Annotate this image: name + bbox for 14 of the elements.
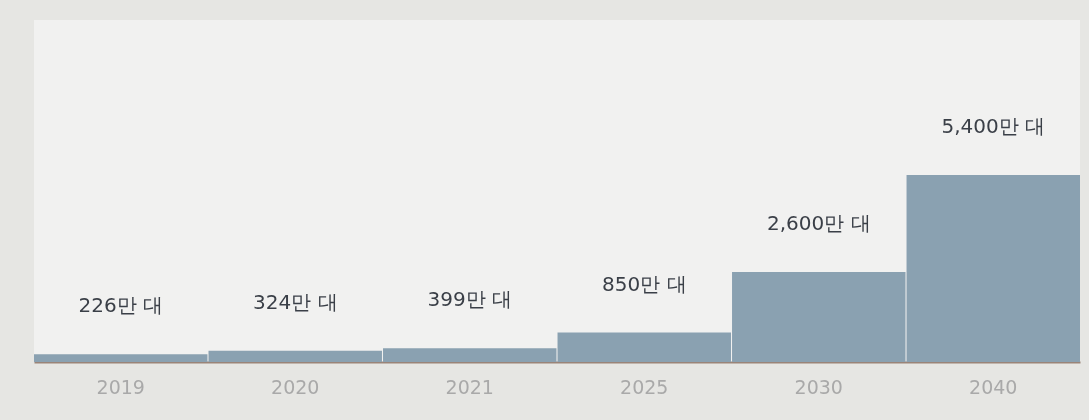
data-label: 2,600만 대 bbox=[766, 211, 871, 236]
x-tick-label: 2030 bbox=[794, 375, 843, 398]
data-label: 324만 대 bbox=[252, 289, 338, 314]
x-tick-label: 2040 bbox=[969, 375, 1018, 398]
data-label: 850만 대 bbox=[601, 271, 687, 296]
bar bbox=[34, 354, 208, 362]
x-tick-label: 2025 bbox=[620, 375, 669, 398]
bar bbox=[906, 175, 1080, 362]
x-tick-label: 2020 bbox=[271, 375, 320, 398]
data-label: 226만 대 bbox=[78, 293, 163, 318]
x-tick-label: 2021 bbox=[445, 375, 494, 398]
data-label: 399만 대 bbox=[427, 287, 513, 312]
x-tick-label: 2019 bbox=[96, 375, 145, 398]
data-label: 5,400만 대 bbox=[941, 114, 1046, 139]
